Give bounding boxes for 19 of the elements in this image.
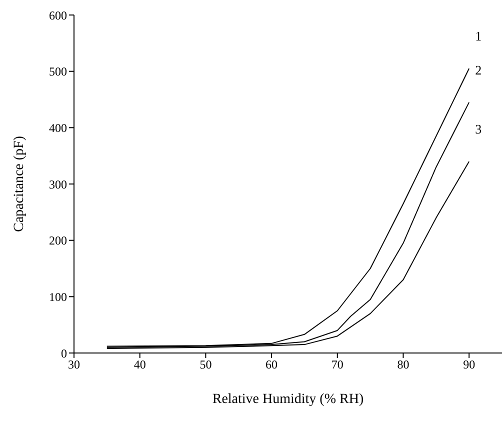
y-tick-label: 200 [49,234,67,248]
y-axis-title: Capacitance (pF) [12,136,27,232]
series-label: 2 [475,62,482,78]
series-label: 3 [475,121,482,136]
x-tick-label: 80 [397,358,410,372]
x-axis-title: Relative Humidity (% RH) [212,392,364,407]
x-tick-label: 50 [200,358,212,372]
x-tick-label: 40 [134,358,146,372]
y-tick-label: 300 [49,177,67,192]
x-tick-label: 70 [331,358,344,372]
y-tick-label: 400 [49,120,67,135]
y-tick-label: 100 [49,290,67,304]
y-tick-label: 0 [61,346,67,360]
series-label: 1 [475,28,482,44]
x-tick-label: 30 [68,358,80,372]
x-tick-label: 90 [463,358,476,372]
y-tick-label: 500 [49,64,67,79]
x-tick-label: 60 [266,358,278,372]
y-tick-label: 600 [49,8,67,22]
